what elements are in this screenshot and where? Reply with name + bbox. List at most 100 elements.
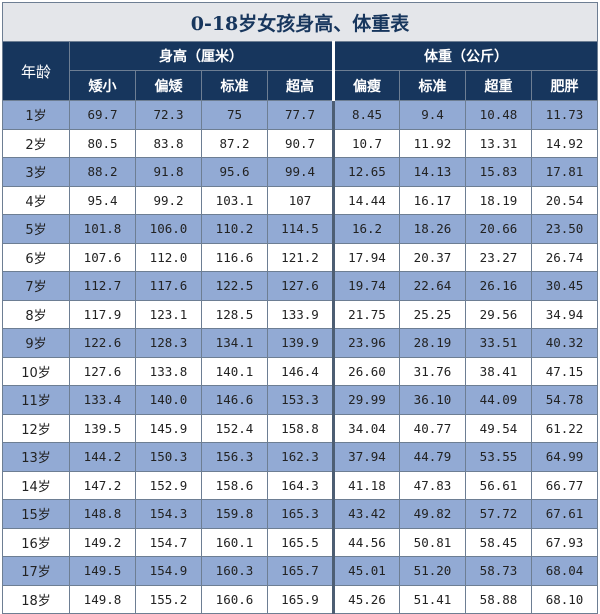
height-cell: 154.9 (135, 556, 202, 586)
weight-cell: 47.15 (530, 356, 599, 386)
age-cell: 11岁 (2, 385, 70, 415)
age-cell: 6岁 (2, 242, 70, 272)
weight-cell: 58.45 (465, 527, 532, 557)
weight-cell: 53.55 (465, 442, 532, 472)
height-cell: 69.7 (69, 100, 136, 130)
table-row: 9岁 122.6 128.3 134.1 139.9 23.96 28.19 33.51 40.… (2, 328, 599, 358)
weight-cell: 37.94 (333, 442, 400, 472)
weight-cell: 28.19 (399, 328, 466, 358)
height-cell: 160.6 (201, 584, 268, 614)
weight-cell: 44.56 (333, 527, 400, 557)
table-row: 10岁 127.6 133.8 140.1 146.4 26.60 31.76 38.41 47… (2, 356, 599, 386)
weight-cell: 17.81 (530, 157, 599, 187)
weight-cell: 41.18 (333, 470, 400, 500)
weight-cell: 68.10 (530, 584, 599, 614)
weight-cell: 33.51 (465, 328, 532, 358)
height-cell: 165.7 (267, 556, 335, 586)
weight-cell: 11.92 (399, 128, 466, 158)
height-cell: 110.2 (201, 214, 268, 244)
weight-cell: 51.20 (399, 556, 466, 586)
height-cell: 140.1 (201, 356, 268, 386)
height-cell: 87.2 (201, 128, 268, 158)
weight-cell: 29.56 (465, 299, 532, 329)
weight-cell: 64.99 (530, 442, 599, 472)
weight-cell: 31.76 (399, 356, 466, 386)
height-cell: 106.0 (135, 214, 202, 244)
height-cell: 133.9 (267, 299, 335, 329)
weight-cell: 19.74 (333, 271, 400, 301)
height-cell: 133.4 (69, 385, 136, 415)
age-cell: 9岁 (2, 328, 70, 358)
weight-cell: 51.41 (399, 584, 466, 614)
weight-cell: 20.54 (530, 185, 599, 215)
height-col-short: 矮小 (69, 70, 136, 101)
age-cell: 17岁 (2, 556, 70, 586)
weight-cell: 44.79 (399, 442, 466, 472)
height-cell: 128.3 (135, 328, 202, 358)
table-title: 0-18岁女孩身高、体重表 (1, 2, 599, 42)
height-cell: 152.9 (135, 470, 202, 500)
weight-cell: 18.19 (465, 185, 532, 215)
height-cell: 121.2 (267, 242, 335, 272)
height-cell: 146.4 (267, 356, 335, 386)
height-group-header: 身高（厘米） (69, 41, 335, 71)
height-cell: 103.1 (201, 185, 268, 215)
height-cell: 128.5 (201, 299, 268, 329)
weight-cell: 45.26 (333, 584, 400, 614)
height-cell: 152.4 (201, 413, 268, 443)
weight-cell: 22.64 (399, 271, 466, 301)
table-body: 1岁 69.7 72.3 75 77.7 8.45 9.4 10.48 11.73 2岁 80.5 8… (2, 100, 599, 614)
weight-cell: 54.78 (530, 385, 599, 415)
height-cell: 83.8 (135, 128, 202, 158)
height-col-tall: 超高 (267, 70, 335, 101)
age-cell: 14岁 (2, 470, 70, 500)
height-cell: 140.0 (135, 385, 202, 415)
weight-cell: 17.94 (333, 242, 400, 272)
height-cell: 146.6 (201, 385, 268, 415)
height-cell: 148.8 (69, 499, 136, 529)
weight-cell: 34.04 (333, 413, 400, 443)
height-cell: 139.5 (69, 413, 136, 443)
weight-cell: 8.45 (333, 100, 400, 130)
height-cell: 99.2 (135, 185, 202, 215)
height-cell: 159.8 (201, 499, 268, 529)
weight-cell: 20.37 (399, 242, 466, 272)
height-cell: 88.2 (69, 157, 136, 187)
table-row: 4岁 95.4 99.2 103.1 107 14.44 16.17 18.19 20.54 (2, 185, 599, 215)
height-cell: 158.6 (201, 470, 268, 500)
age-cell: 13岁 (2, 442, 70, 472)
age-cell: 15岁 (2, 499, 70, 529)
weight-cell: 38.41 (465, 356, 532, 386)
table-row: 8岁 117.9 123.1 128.5 133.9 21.75 25.25 29.56 34.… (2, 299, 599, 329)
height-cell: 117.9 (69, 299, 136, 329)
height-cell: 154.3 (135, 499, 202, 529)
height-cell: 75 (201, 100, 268, 130)
table-row: 15岁 148.8 154.3 159.8 165.3 43.42 49.82 57.72 67… (2, 499, 599, 529)
height-cell: 95.6 (201, 157, 268, 187)
weight-cell: 58.88 (465, 584, 532, 614)
weight-cell: 49.54 (465, 413, 532, 443)
age-cell: 10岁 (2, 356, 70, 386)
weight-cell: 67.93 (530, 527, 599, 557)
weight-cell: 16.17 (399, 185, 466, 215)
height-cell: 91.8 (135, 157, 202, 187)
height-cell: 149.8 (69, 584, 136, 614)
weight-cell: 12.65 (333, 157, 400, 187)
weight-cell: 36.10 (399, 385, 466, 415)
height-cell: 158.8 (267, 413, 335, 443)
table-row: 18岁 149.8 155.2 160.6 165.9 45.26 51.41 58.88 68… (2, 584, 599, 614)
height-col-standard: 标准 (201, 70, 268, 101)
weight-cell: 13.31 (465, 128, 532, 158)
weight-col-obese: 肥胖 (530, 70, 599, 101)
table-row: 1岁 69.7 72.3 75 77.7 8.45 9.4 10.48 11.73 (2, 100, 599, 130)
weight-cell: 14.44 (333, 185, 400, 215)
weight-cell: 26.16 (465, 271, 532, 301)
weight-cell: 49.82 (399, 499, 466, 529)
weight-cell: 58.73 (465, 556, 532, 586)
age-cell: 3岁 (2, 157, 70, 187)
weight-cell: 16.2 (333, 214, 400, 244)
height-cell: 165.3 (267, 499, 335, 529)
age-cell: 4岁 (2, 185, 70, 215)
table-row: 16岁 149.2 154.7 160.1 165.5 44.56 50.81 58.45 67… (2, 527, 599, 557)
